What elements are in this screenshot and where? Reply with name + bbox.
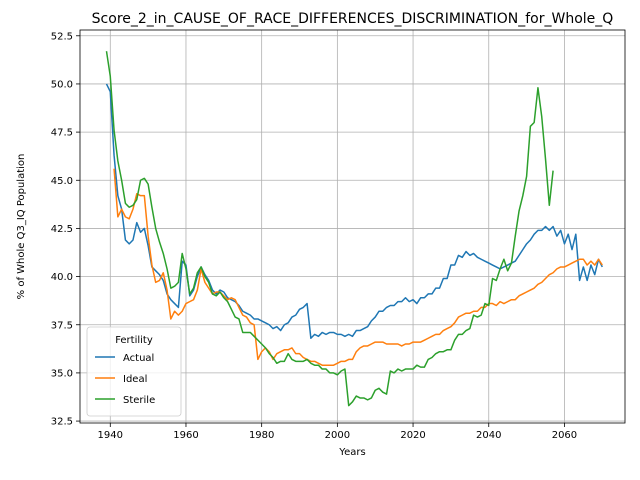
- legend-box: [86, 326, 182, 417]
- legend-label-ideal: Ideal: [123, 374, 147, 385]
- series-lines: [105, 51, 603, 407]
- y-tick-label: 52.5: [51, 31, 73, 42]
- y-tick-label: 47.5: [51, 128, 73, 139]
- y-tick-label: 37.5: [51, 320, 73, 331]
- legend-title: Fertility: [115, 335, 153, 346]
- y-tick-label: 45.0: [51, 176, 73, 187]
- y-tick-label: 32.5: [51, 417, 73, 428]
- x-axis-ticks: 1940 1960 1980 2000 2020 2040 2060: [98, 423, 577, 441]
- series-line-sterile: [105, 51, 554, 407]
- x-tick-label: 2020: [400, 430, 425, 441]
- x-tick-label: 1980: [249, 430, 274, 441]
- x-tick-label: 1940: [98, 430, 123, 441]
- y-tick-label: 35.0: [51, 368, 73, 379]
- y-tick-label: 40.0: [51, 272, 73, 283]
- y-tick-label: 42.5: [51, 224, 73, 235]
- y-axis-label: % of Whole Q3_IQ Population: [16, 154, 27, 300]
- x-tick-label: 2060: [552, 430, 577, 441]
- legend: Fertility Actual Ideal Sterile: [86, 326, 182, 417]
- legend-label-actual: Actual: [123, 353, 154, 364]
- x-tick-label: 2040: [476, 430, 501, 441]
- x-tick-label: 1960: [173, 430, 198, 441]
- x-axis-label: Years: [338, 447, 365, 458]
- x-tick-label: 2000: [325, 430, 350, 441]
- y-tick-label: 50.0: [51, 79, 73, 90]
- axes-frame: [79, 29, 626, 424]
- series-line-ideal: [113, 168, 603, 366]
- legend-label-sterile: Sterile: [123, 395, 155, 406]
- y-axis-ticks: 32.5 35.0 37.5 40.0 42.5 45.0 47.5 50.0 52.5: [51, 31, 80, 428]
- chart-title: Score_2_in_CAUSE_OF_RACE_DIFFERENCES_DIS…: [92, 11, 614, 27]
